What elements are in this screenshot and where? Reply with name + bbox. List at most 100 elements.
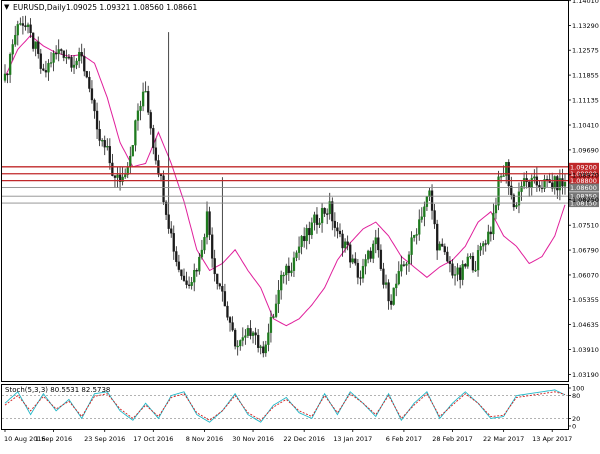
candle-up — [139, 105, 142, 111]
candle-down — [435, 223, 439, 251]
candle-up — [343, 241, 347, 249]
candle-up — [203, 237, 206, 251]
candle-down — [221, 286, 224, 292]
candle-down — [88, 76, 91, 89]
candle-down — [433, 210, 436, 225]
candle-up — [295, 252, 298, 258]
candle-down — [561, 178, 564, 187]
candle-up — [198, 256, 201, 272]
candle-down — [459, 267, 462, 280]
candle-up — [116, 174, 119, 178]
candle-down — [177, 261, 181, 270]
stoch-tick-label: 0 — [572, 423, 576, 431]
price-level-value: 1.08600 — [570, 184, 597, 192]
candle-up — [543, 179, 546, 189]
candle-up — [101, 140, 104, 142]
candle-down — [118, 174, 122, 182]
stoch-tick-label: 100 — [572, 385, 584, 393]
candle-down — [93, 99, 96, 112]
candle-up — [16, 24, 19, 36]
candle-up — [366, 250, 370, 260]
candle-down — [369, 250, 372, 259]
candle-up — [244, 335, 247, 338]
candle-down — [484, 243, 487, 245]
y-tick-label: 1.11135 — [572, 96, 599, 104]
y-tick-label: 1.03190 — [572, 371, 599, 379]
x-tick-label: 10 Aug 2016 — [4, 435, 46, 443]
candle-down — [389, 300, 393, 305]
candle-down — [159, 174, 163, 176]
candle-up — [456, 267, 459, 275]
y-tick-label: 1.06070 — [572, 271, 599, 279]
candle-down — [37, 41, 40, 54]
candle-up — [384, 282, 388, 285]
candle-up — [558, 178, 562, 191]
candle-down — [326, 213, 329, 215]
symbol-label: EURUSD,Daily — [13, 3, 66, 12]
y-tick-label: 1.08970 — [572, 171, 599, 179]
candle-up — [522, 178, 526, 187]
candle-up — [290, 270, 293, 274]
stoch-tick-label: 20 — [572, 415, 580, 423]
candle-up — [193, 269, 196, 283]
candle-up — [241, 337, 244, 341]
candle-up — [351, 258, 354, 263]
price-axis: 1.14010 1.13290 1.12575 1.11855 1.11135 1.104… — [568, 0, 599, 379]
y-tick-label: 1.03910 — [572, 346, 599, 354]
candle-up — [3, 73, 7, 81]
stoch-main-line — [4, 389, 566, 423]
candle-down — [62, 50, 65, 58]
candle-down — [67, 57, 71, 59]
candle-down — [113, 175, 117, 178]
candle-up — [300, 236, 303, 247]
candle-down — [42, 68, 45, 71]
candle-up — [438, 243, 441, 251]
candle-down — [6, 73, 9, 76]
dropdown-icon[interactable]: ▼ — [4, 3, 10, 11]
candle-up — [418, 219, 421, 235]
candle-down — [551, 182, 554, 189]
candle-down — [83, 56, 86, 72]
candle-down — [195, 269, 198, 272]
candle-up — [420, 216, 423, 220]
candle-down — [448, 261, 452, 264]
x-tick-label: 1 Sep 2016 — [35, 435, 72, 443]
candle-down — [249, 328, 252, 336]
y-tick-label: 1.14010 — [572, 0, 599, 5]
candle-down — [39, 53, 42, 69]
candle-up — [410, 237, 413, 255]
candle-up — [19, 23, 22, 25]
candle-up — [34, 41, 37, 49]
candle-down — [262, 346, 265, 354]
candle-up — [144, 91, 147, 93]
candle-down — [149, 112, 152, 129]
candle-up — [274, 303, 278, 317]
price-level-value: 1.08350 — [570, 193, 597, 201]
candle-up — [515, 205, 518, 208]
price-level-value: 1.08150 — [570, 200, 597, 208]
candle-down — [331, 201, 334, 222]
candle-up — [280, 274, 283, 291]
candle-up — [141, 91, 145, 107]
candle-up — [428, 190, 431, 197]
candle-up — [461, 264, 464, 280]
candle-up — [476, 250, 480, 271]
candle-up — [494, 205, 498, 214]
candle-down — [85, 70, 88, 78]
candle-down — [323, 207, 326, 214]
candle-down — [379, 249, 383, 270]
candle-down — [152, 128, 155, 148]
candle-up — [466, 256, 469, 267]
candle-up — [361, 266, 365, 279]
candlesticks — [3, 15, 567, 358]
candle-down — [430, 190, 434, 211]
candle-up — [517, 191, 521, 206]
candle-down — [108, 146, 111, 164]
candle-up — [492, 212, 495, 235]
candle-down — [216, 273, 219, 284]
stoch-tick-label: 80 — [572, 392, 580, 400]
x-tick-label: 13 Apr 2017 — [532, 435, 572, 443]
candle-up — [499, 176, 503, 178]
